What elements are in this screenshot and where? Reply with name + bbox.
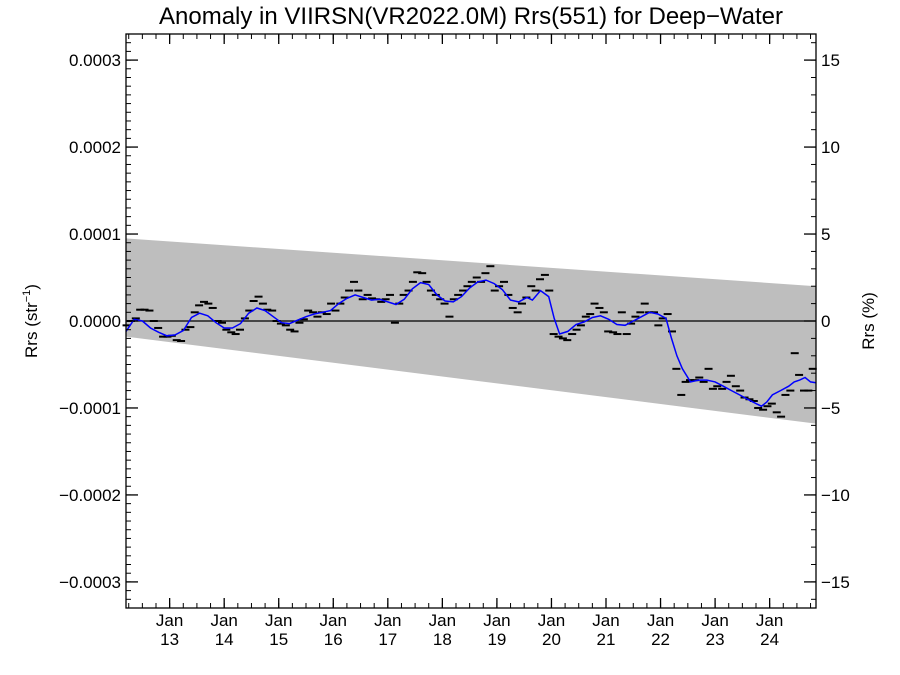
smoothed-series-line	[125, 279, 817, 408]
x-tick-label-year: 20	[542, 630, 561, 649]
x-tick-label-year: 24	[760, 630, 779, 649]
y2-tick-label: 5	[821, 225, 830, 244]
y-axis-label-close: )	[22, 284, 41, 290]
x-tick-label-year: 17	[378, 630, 397, 649]
y-axis-label: Rrs (str−1)	[21, 284, 41, 358]
y-tick-label: 0.0003	[69, 51, 121, 70]
x-tick-label-year: 14	[215, 630, 234, 649]
x-tick-label-month: Jan	[320, 611, 347, 630]
x-tick-label-month: Jan	[210, 611, 237, 630]
plot-area	[122, 33, 817, 609]
chart-title: Anomaly in VIIRSN(VR2022.0M) Rrs(551) fo…	[159, 3, 783, 30]
x-tick-label-month: Jan	[483, 611, 510, 630]
y-tick-label: 0.0002	[69, 138, 121, 157]
x-tick-label-year: 16	[324, 630, 343, 649]
minor-ticks	[126, 33, 816, 609]
y2-tick-label: −5	[821, 399, 840, 418]
x-tick-label-month: Jan	[265, 611, 292, 630]
x-axis: Jan13Jan14Jan15Jan16Jan17Jan18Jan19Jan20…	[156, 34, 783, 649]
y-tick-label: 0.0000	[69, 312, 121, 331]
y2-tick-label: −15	[821, 573, 850, 592]
monthly-marks	[122, 265, 817, 418]
y-tick-label: −0.0003	[59, 573, 121, 592]
y-tick-label: 0.0001	[69, 225, 121, 244]
y2-tick-label: 10	[821, 138, 840, 157]
x-tick-label-year: 21	[597, 630, 616, 649]
x-tick-label-month: Jan	[538, 611, 565, 630]
y2-axis-label: Rrs (%)	[859, 292, 878, 350]
x-tick-label-month: Jan	[429, 611, 456, 630]
y2-tick-label: 15	[821, 51, 840, 70]
y2-tick-label: 0	[821, 312, 830, 331]
x-tick-label-year: 22	[651, 630, 670, 649]
x-tick-label-year: 23	[706, 630, 725, 649]
x-tick-label-year: 18	[433, 630, 452, 649]
x-tick-label-month: Jan	[701, 611, 728, 630]
left-y-axis: 0.0003 0.0002 0.0001 0.0000 −0.0001 −0.0002 −0…	[59, 51, 138, 592]
uncertainty-band	[126, 238, 816, 424]
right-y-axis: 15 10 5 0 −5 −10 −15	[804, 51, 850, 592]
x-tick-label-month: Jan	[156, 611, 183, 630]
y-tick-label: −0.0002	[59, 486, 121, 505]
x-tick-label-year: 19	[487, 630, 506, 649]
y2-tick-label: −10	[821, 486, 850, 505]
x-tick-label-year: 15	[269, 630, 288, 649]
x-tick-label-month: Jan	[756, 611, 783, 630]
x-tick-label-month: Jan	[374, 611, 401, 630]
y-tick-label: −0.0001	[59, 399, 121, 418]
x-tick-label-year: 13	[160, 630, 179, 649]
x-tick-label-month: Jan	[592, 611, 619, 630]
x-tick-label-month: Jan	[647, 611, 674, 630]
y-axis-label-main: Rrs (str	[22, 302, 41, 358]
y-axis-label-superscript: −1	[21, 290, 33, 303]
